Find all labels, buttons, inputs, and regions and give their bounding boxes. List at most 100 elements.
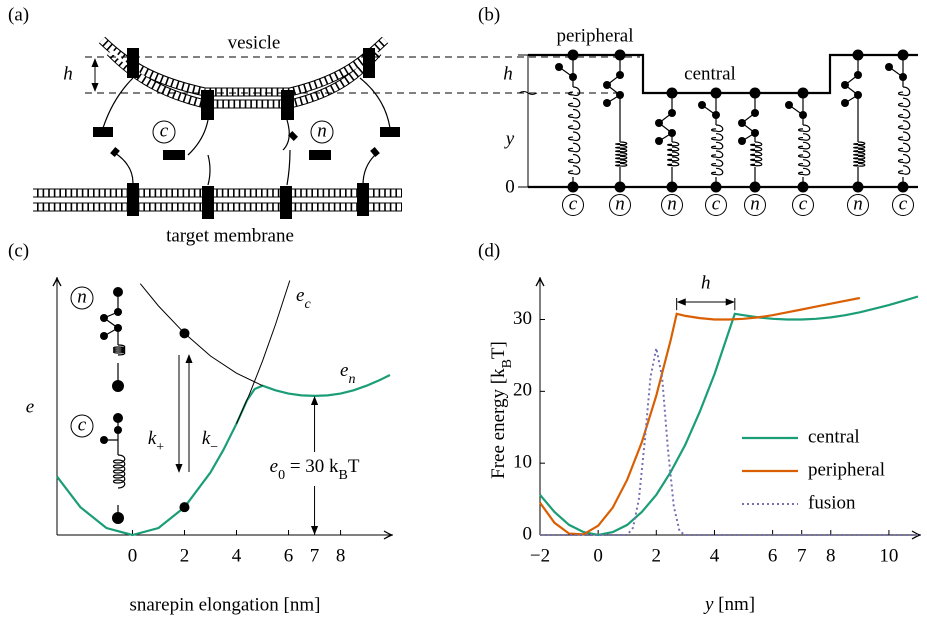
- state-circle: [744, 194, 766, 216]
- legend-label: fusion: [808, 492, 856, 513]
- y-tick-label: 30: [513, 308, 532, 329]
- peripheral-label: peripheral: [556, 25, 633, 46]
- central-label: central: [684, 63, 736, 84]
- x-tick-label: 10: [879, 545, 898, 566]
- point: [179, 502, 190, 513]
- series-line: [540, 348, 918, 536]
- brace: [518, 91, 538, 95]
- text-part: −: [210, 440, 218, 455]
- snarepin: [888, 55, 911, 187]
- text-part: [nm]: [713, 594, 755, 615]
- node: [603, 81, 611, 89]
- text-part: T]: [488, 341, 509, 359]
- state-label: c: [712, 193, 721, 214]
- x-tick-label: 0: [593, 545, 603, 566]
- y-tick-label: 10: [513, 452, 532, 473]
- h-label: h: [63, 63, 73, 84]
- node: [854, 71, 862, 79]
- dashed-guides: [85, 56, 640, 94]
- node: [616, 91, 624, 99]
- target-membrane: [33, 188, 402, 212]
- legend-label: central: [808, 426, 860, 447]
- state-circle: [152, 120, 176, 144]
- node: [710, 87, 722, 99]
- vesicle-label: vesicle: [228, 32, 281, 53]
- x-axis-label: snarepin elongation [nm]: [129, 594, 320, 615]
- node: [797, 181, 809, 193]
- x-tick-label: 4: [710, 545, 720, 566]
- zero-label: 0: [505, 176, 515, 197]
- text-part: B: [339, 468, 348, 483]
- node: [567, 49, 579, 61]
- x-tick-label: 2: [180, 545, 190, 566]
- state-label: c: [899, 193, 908, 214]
- node: [854, 91, 862, 99]
- point: [179, 328, 190, 339]
- node: [655, 119, 663, 127]
- node: [666, 87, 678, 99]
- text-part: k: [148, 428, 157, 449]
- diagram-a: c n vesicle h target membrane: [33, 32, 640, 246]
- curve-label: ec: [296, 285, 311, 311]
- state-circle: [847, 194, 869, 216]
- series-line: [539, 295, 919, 537]
- x-tick-label: 7: [310, 545, 320, 566]
- state-circle: [310, 120, 334, 144]
- text-part: B: [500, 359, 515, 368]
- text-part: n: [348, 372, 355, 387]
- node: [614, 49, 626, 61]
- series-line: [56, 374, 391, 537]
- node: [852, 181, 864, 193]
- node: [841, 81, 849, 89]
- series-line: [539, 296, 861, 536]
- state-circle: [562, 194, 584, 216]
- state-label: n: [853, 193, 863, 214]
- node: [666, 181, 678, 193]
- x-tick-label: 7: [797, 545, 807, 566]
- node: [603, 99, 611, 107]
- legend-label: peripheral: [808, 459, 885, 480]
- node: [616, 71, 624, 79]
- node: [751, 109, 759, 117]
- rate-label: k−: [202, 428, 218, 454]
- state-label: n: [77, 286, 87, 307]
- state-circle: [792, 194, 814, 216]
- text-part: e: [340, 360, 348, 381]
- text-part: = 30 k: [285, 456, 339, 477]
- state-sketches: n c: [70, 286, 126, 524]
- x-tick-label: 0: [128, 545, 138, 566]
- node: [668, 109, 676, 117]
- text-part: y: [703, 594, 714, 615]
- state-circle: [609, 194, 631, 216]
- node: [785, 101, 793, 109]
- text-part: e: [296, 285, 304, 306]
- node: [738, 137, 746, 145]
- text-part: 0: [278, 468, 285, 483]
- node: [751, 129, 759, 137]
- h-label: h: [701, 272, 711, 293]
- node: [899, 73, 907, 81]
- state-label: n: [615, 193, 625, 214]
- target-label: target membrane: [166, 225, 294, 246]
- state-label: n: [317, 120, 327, 141]
- node: [614, 181, 626, 193]
- panel-label: (a): [8, 4, 29, 25]
- y-tick-label: 0: [523, 523, 533, 544]
- node: [712, 111, 720, 119]
- state-label: c: [569, 193, 578, 214]
- node: [567, 181, 579, 193]
- node: [710, 181, 722, 193]
- node: [655, 137, 663, 145]
- x-tick-label: −2: [530, 545, 550, 566]
- y-axis-label: e: [26, 396, 34, 417]
- node: [841, 99, 849, 107]
- x-tick-label: 8: [826, 545, 836, 566]
- node: [569, 73, 577, 81]
- y-tick-label: 20: [513, 380, 532, 401]
- state-circle: [892, 194, 914, 216]
- state-label: c: [78, 414, 87, 435]
- axis: [518, 54, 540, 188]
- x-tick-label: 4: [232, 545, 242, 566]
- node: [555, 63, 563, 71]
